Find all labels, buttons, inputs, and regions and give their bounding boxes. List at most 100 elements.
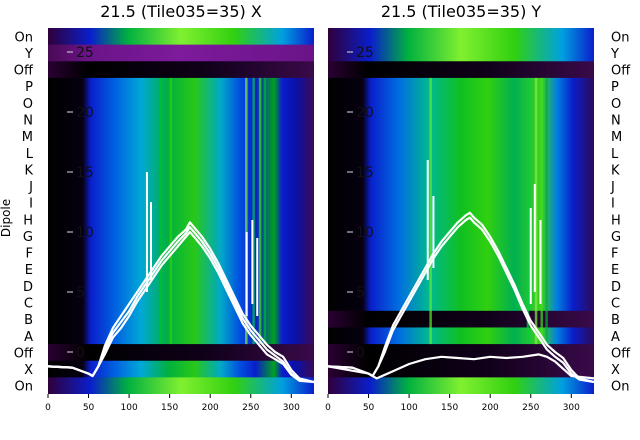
dipole-label: Off (14, 64, 34, 79)
overlay-tick-label: 15 (356, 165, 374, 181)
dipole-label: F (26, 247, 33, 262)
dipole-label: E (611, 263, 619, 278)
dipole-label: X (24, 363, 33, 378)
overlay-tick-label: 20 (356, 105, 374, 121)
heatmap-row (48, 360, 314, 378)
heatmap-row (48, 377, 314, 394)
dipole-label: K (24, 163, 33, 178)
heatmap-streak (526, 77, 530, 345)
heatmap-streak (534, 77, 538, 345)
dipole-label: O (611, 97, 621, 112)
dipole-label: P (611, 80, 619, 95)
dipole-label: Y (610, 47, 619, 62)
heatmap-streak (540, 77, 543, 345)
heatmap-row (328, 144, 594, 162)
dipole-label: B (24, 313, 33, 328)
series-line (328, 211, 594, 384)
dipole-label: On (15, 30, 33, 45)
series-line (328, 216, 594, 384)
dipole-label: M (22, 130, 33, 145)
heatmap-streak (169, 77, 173, 345)
x-tick-label: 50 (363, 403, 375, 413)
dipole-label: O (23, 97, 33, 112)
overlay-tick-label: 5 (76, 285, 85, 301)
heatmap-row (48, 344, 314, 362)
dipole-label: I (611, 197, 615, 212)
heatmap-row (328, 277, 594, 295)
dipole-label: A (24, 330, 33, 345)
dipole-label: X (611, 363, 620, 378)
heatmap-row (328, 260, 594, 279)
dipole-label: Off (611, 346, 631, 361)
heatmap-row (48, 61, 314, 79)
heatmap-row (48, 310, 314, 329)
dipole-label: N (23, 114, 33, 129)
overlay-tick-label: 25 (356, 45, 374, 61)
x-tick-label: 0 (325, 403, 331, 413)
heatmap-row (328, 360, 594, 378)
overlay-tick-label: 0 (76, 345, 85, 361)
series-line (48, 226, 314, 384)
heatmap-streak (159, 77, 163, 345)
dipole-label: L (611, 147, 619, 162)
heatmap-row (328, 61, 594, 79)
heatmap-row (48, 277, 314, 295)
overlay-tick-label: 10 (356, 225, 374, 241)
heatmap-streak (245, 77, 248, 345)
heatmap-row (328, 194, 594, 212)
dipole-label: C (24, 297, 33, 312)
dipole-label: Off (611, 64, 631, 79)
dipole-label: On (611, 380, 629, 395)
x-tick-label: 200 (482, 403, 499, 413)
heatmap-row (328, 77, 594, 96)
dipole-label: L (26, 147, 34, 162)
heatmap-row (48, 28, 314, 46)
dipole-label: J (28, 180, 33, 195)
y-axis-label: Dipole (0, 199, 13, 237)
heatmap-row (48, 77, 314, 96)
x-tick-label: 150 (441, 403, 458, 413)
x-tick-label: 50 (83, 403, 95, 413)
series-line (328, 353, 594, 380)
dipole-label: On (611, 30, 629, 45)
panel-title: 21.5 (Tile035=35) Y (381, 2, 542, 21)
dipole-label: H (611, 213, 621, 228)
x-tick-label: 100 (121, 403, 138, 413)
panel-title: 21.5 (Tile035=35) X (100, 2, 262, 21)
dipole-label: C (611, 297, 620, 312)
dipole-label: G (611, 230, 621, 245)
heatmap-row (328, 244, 594, 262)
heatmap-row (48, 260, 314, 279)
heatmap-row (328, 28, 594, 46)
dipole-label: B (611, 313, 620, 328)
dipole-label: Off (14, 346, 34, 361)
dipole-label: E (25, 263, 33, 278)
heatmap-row (328, 44, 594, 62)
x-tick-label: 200 (202, 403, 219, 413)
dipole-label: H (23, 213, 33, 228)
x-tick-label: 300 (283, 403, 300, 413)
overlay-tick-label: 20 (76, 105, 94, 121)
dipole-label: I (29, 197, 33, 212)
heatmap-streak (429, 77, 432, 345)
heatmap-row (48, 194, 314, 212)
dipole-label: F (611, 247, 618, 262)
heatmap-row (328, 327, 594, 345)
dipole-label: M (611, 130, 622, 145)
heatmap-row (328, 310, 594, 329)
heatmap-body (48, 28, 314, 394)
dipole-label: J (610, 180, 615, 195)
heatmap-streak (258, 77, 262, 345)
heatmap-row (328, 377, 594, 394)
heatmap-row (48, 44, 314, 62)
dipole-label: N (611, 114, 621, 129)
dipole-label: D (611, 280, 621, 295)
heatmap-row (48, 244, 314, 262)
x-tick-label: 0 (45, 403, 51, 413)
x-tick-label: 100 (401, 403, 418, 413)
heatmap-row (48, 327, 314, 345)
dipole-label: Y (24, 47, 33, 62)
